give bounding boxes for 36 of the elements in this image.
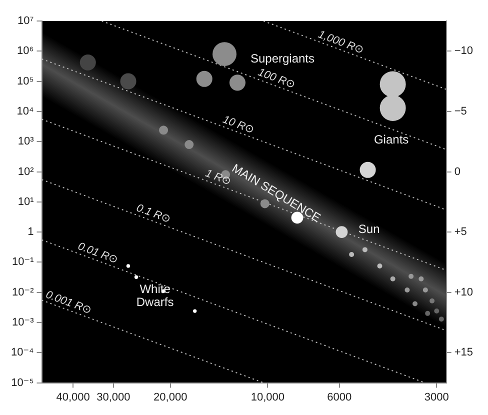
text: 1,000 R⊙ [316,28,366,57]
x-tick-label: 20,000 [154,391,188,404]
y-tick-label: 10⁻⁴ [10,346,34,359]
y2-tick-label: +15 [454,346,474,359]
annotation: Sun [358,222,380,236]
text: 100 R⊙ [256,66,297,92]
y2-tick-label: 0 [454,166,460,178]
y2-tick-label: −10 [454,45,474,58]
x-tick-label: 6000 [327,391,352,404]
y-tick-label: 10¹ [18,196,34,208]
annotation: Supergiants [250,52,315,66]
x-tick-label: 30,000 [96,391,130,404]
text: 0.001 R⊙ [44,288,94,317]
y-tick-label: 10² [18,166,34,178]
y-tick-label: 10⁶ [17,45,34,58]
y-tick-label: 10³ [18,136,34,148]
y2-tick-label: +10 [454,286,474,298]
y2-tick-label: +5 [454,226,467,238]
x-tick-label: 3000 [424,391,449,404]
x-tick-label: 10,000 [250,391,284,404]
text: 0.1 R⊙ [134,202,172,226]
y-tick-label: 10⁻² [12,286,34,298]
x-tick-label: 40,000 [56,391,90,404]
annotation: Giants [374,132,409,147]
annotation: White Dwarfs [136,282,174,309]
y-tick-label: 10⁵ [16,75,34,88]
y-tick-label: 10⁴ [16,105,34,118]
text: 0.01 R⊙ [76,240,120,266]
text: 10 R⊙ [221,114,256,136]
y-tick-label: 1 [28,226,34,238]
text: 1 R⊙ [204,167,233,188]
y-tick-label: 10⁻¹ [12,256,34,268]
y2-tick-label: −5 [454,105,467,118]
y-tick-label: 10⁻⁵ [11,376,34,389]
y-tick-label: 10⁷ [18,15,34,28]
y-tick-label: 10⁻³ [12,316,34,329]
